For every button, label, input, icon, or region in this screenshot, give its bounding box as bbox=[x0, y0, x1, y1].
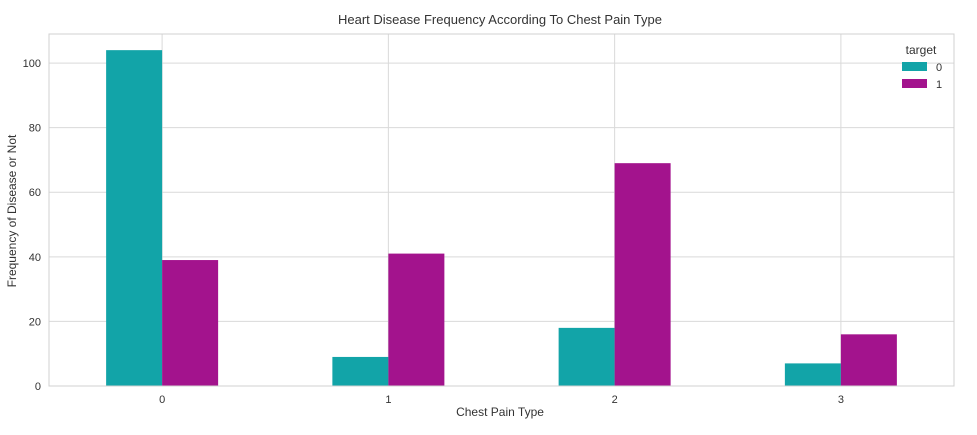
bar-target-0-cat-0 bbox=[106, 50, 163, 386]
legend-items: 01 bbox=[902, 62, 942, 91]
bar-target-0-cat-3 bbox=[784, 363, 841, 386]
bar-target-1-cat-2 bbox=[614, 163, 671, 386]
y-tick-label: 60 bbox=[29, 187, 41, 199]
y-axis-label: Frequency of Disease or Not bbox=[5, 134, 19, 287]
x-axis-label: Chest Pain Type bbox=[456, 405, 544, 419]
y-tick-label: 20 bbox=[29, 316, 41, 328]
bar-target-1-cat-3 bbox=[840, 334, 897, 386]
x-tick-label: 3 bbox=[838, 394, 844, 406]
x-tick-label: 2 bbox=[612, 394, 618, 406]
bar-target-0-cat-1 bbox=[332, 356, 389, 386]
legend-label: 0 bbox=[936, 62, 942, 74]
bar-target-0-cat-2 bbox=[558, 327, 615, 386]
bar-target-1-cat-1 bbox=[388, 253, 445, 386]
bars bbox=[106, 50, 897, 386]
y-tick-label: 80 bbox=[29, 123, 41, 135]
y-tick-label: 100 bbox=[23, 58, 41, 70]
y-axis-ticks: 0 20 40 60 80 100 bbox=[23, 58, 41, 393]
legend-swatch bbox=[902, 62, 927, 71]
legend-label: 1 bbox=[936, 79, 942, 91]
x-tick-label: 1 bbox=[385, 394, 391, 406]
y-tick-label: 40 bbox=[29, 252, 41, 264]
y-tick-label: 0 bbox=[35, 381, 41, 393]
chart-title: Heart Disease Frequency According To Che… bbox=[338, 12, 662, 27]
legend-title: target bbox=[906, 43, 937, 57]
x-axis-ticks: 0 1 2 3 bbox=[159, 394, 844, 406]
bar-target-1-cat-0 bbox=[162, 260, 219, 386]
plot-frame bbox=[48, 33, 955, 387]
legend: target 01 bbox=[902, 43, 942, 91]
x-tick-label: 0 bbox=[159, 394, 165, 406]
legend-swatch bbox=[902, 79, 927, 88]
